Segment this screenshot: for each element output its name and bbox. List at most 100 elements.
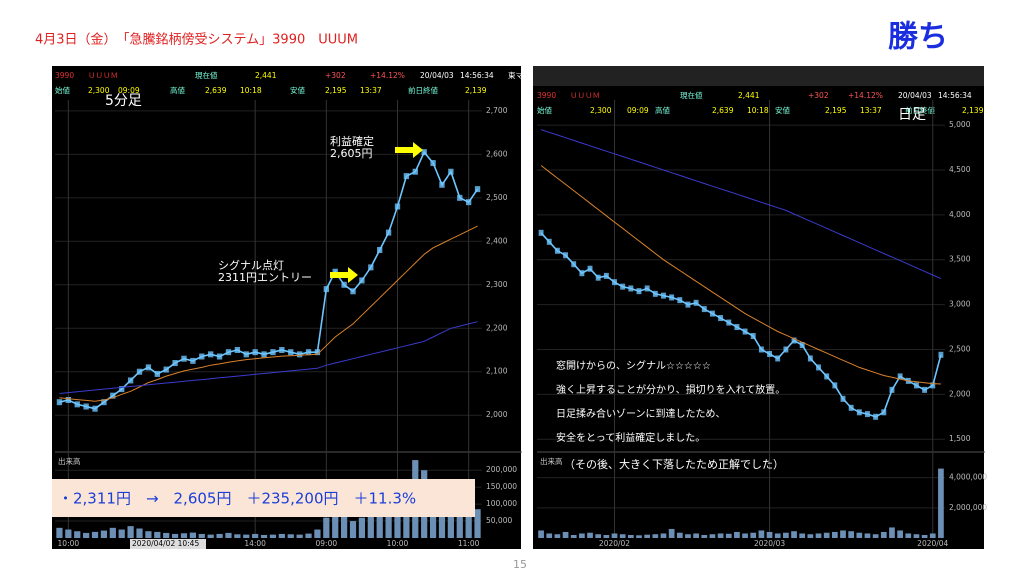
cursor-box [130,539,206,549]
header-field: 現在値 [680,90,703,100]
price-marker [767,350,773,357]
volume-bar [603,534,610,538]
price-marker [554,247,560,254]
volume-bar [332,507,339,538]
volume-bar [83,532,90,538]
price-marker [181,355,187,362]
price-marker [603,272,609,279]
price-marker [840,395,846,402]
volume-bar [180,533,188,538]
volume-bar [349,521,357,538]
volume-bar [872,534,879,538]
y-tick-label: 2,500 [486,193,508,202]
price-marker [652,290,658,297]
price-marker [439,181,445,188]
volume-bar [742,533,748,538]
price-marker [538,229,544,236]
volume-bar [734,531,740,538]
x-tick-label: 2020/02 [599,539,630,548]
price-marker [669,294,675,301]
y-tick-label: 2,400 [486,236,508,245]
header-field: 前日終値 [905,105,935,115]
header-field: 2,139 [962,106,984,115]
header-field: 2,300 [88,86,110,95]
volume-bar [314,529,321,538]
volume-bar [938,468,944,538]
volume-bar [456,507,463,538]
volume-bar [278,533,285,538]
header-field: +302 [325,71,346,80]
price-marker [661,292,666,299]
volume-bar [538,530,544,538]
header-field: 3990 [55,71,74,80]
volume-bar [225,532,232,538]
price-marker [92,405,98,412]
price-marker [119,386,125,393]
price-marker [457,194,463,201]
volume-bar [305,533,312,538]
volume-bar [587,532,593,538]
volume-bar [74,531,81,538]
price-marker [199,353,205,360]
volume-label: 出来高 [540,456,563,466]
price-marker [252,349,258,356]
volume-bar [652,534,659,538]
price-marker [350,288,356,295]
y-tick-label: 2,700 [486,106,508,115]
price-marker [332,268,338,275]
price-marker [127,377,134,384]
volume-bar [376,510,383,538]
y-tick-label: 100,000 [486,499,517,508]
price-marker [644,285,650,292]
price-marker [359,277,365,284]
volume-bar [636,535,642,538]
volume-bar [554,534,561,538]
page-number: 15 [513,558,527,571]
y-tick-label: 2,600 [486,149,508,158]
price-marker [412,168,418,175]
price-marker [83,403,89,410]
annotation-arrow [395,142,423,158]
volume-bar [341,514,348,538]
result: ・2,311円 → 2,605円 ＋235,200円 ＋11.3% [58,490,416,508]
volume-bar [189,532,196,538]
header-field: 安値 [775,105,790,115]
header-field: 高値 [655,105,670,115]
price-marker [587,265,593,272]
chart-title: 5分足 [105,93,142,109]
header-field: 10:18 [747,106,769,115]
x-tick-label: 2020/03 [754,539,785,548]
volume-bar [260,534,268,538]
price-marker [65,397,72,403]
header-field: 2,195 [825,106,847,115]
volume-bar [323,517,330,538]
price-marker [930,382,936,389]
annotation: 強く上昇することが分かり、損切りを入れて放置。 [556,383,785,396]
volume-bar [791,531,797,538]
annotation: 2311円エントリー [218,271,312,284]
header-field: 現在値 [195,70,218,80]
panel [52,66,521,549]
volume-bar [91,531,99,538]
volume-bar [668,528,675,538]
x-tick-label: 14:00 [244,539,266,548]
volume-bar [880,531,887,538]
price-marker [742,328,748,335]
volume-bar [717,533,724,538]
annotation: 利益確定 [330,134,374,148]
y-tick-label: 2,100 [486,367,508,376]
volume-bar [243,534,250,538]
price-marker [465,199,472,206]
price-marker [216,353,223,360]
price-marker [368,264,374,271]
toolbar [533,66,984,86]
volume-bar [685,534,691,538]
y-tick-label: 2,200 [486,323,508,332]
price-marker [377,247,383,253]
price-marker [234,347,241,353]
volume-bar [570,534,577,538]
y-tick-label: 200,000 [486,465,517,474]
y-tick-label: 2,000 [486,410,508,419]
x-tick-label: 10:00 [58,539,80,548]
